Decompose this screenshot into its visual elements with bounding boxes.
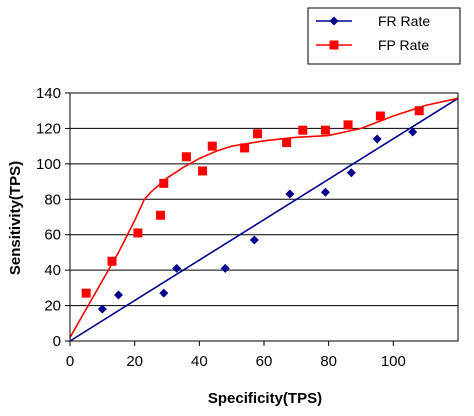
y-tick-label: 0 bbox=[53, 333, 61, 350]
fr-rate-legend-label: FR Rate bbox=[378, 13, 430, 29]
fp-rate-point bbox=[81, 288, 91, 298]
y-tick-label: 100 bbox=[36, 156, 61, 173]
fr-rate-trendline bbox=[69, 97, 459, 342]
x-tick-label: 100 bbox=[381, 353, 406, 370]
x-tick-label: 0 bbox=[66, 353, 74, 370]
fp-rate-point bbox=[207, 141, 217, 151]
fp-rate-trendline bbox=[69, 97, 459, 338]
fp-rate-point bbox=[282, 138, 292, 148]
trendlines bbox=[69, 97, 459, 342]
fr-rate-point bbox=[159, 288, 169, 298]
y-tick-label: 40 bbox=[44, 262, 61, 279]
fp-rate-legend-label: FP Rate bbox=[378, 37, 429, 53]
fr-rate-point bbox=[346, 168, 356, 178]
fr-rate-point bbox=[372, 134, 382, 144]
fr-rate-legend-marker bbox=[329, 16, 339, 26]
fp-rate-point bbox=[159, 178, 169, 188]
fp-rate-point bbox=[320, 125, 330, 135]
fp-rate-point bbox=[414, 106, 424, 116]
fr-rate-point bbox=[408, 127, 418, 137]
fp-rate-point bbox=[240, 143, 250, 153]
fp-rate-point bbox=[253, 129, 263, 139]
fr-rate-point bbox=[114, 290, 123, 300]
fp-rate-point bbox=[133, 228, 143, 238]
fr-rate-point bbox=[220, 263, 230, 273]
x-axis-title: Specificity(TPS) bbox=[208, 390, 322, 407]
y-tick-label: 20 bbox=[44, 298, 61, 315]
fr-rate-point bbox=[285, 189, 295, 199]
axes bbox=[65, 92, 459, 346]
fp-rate-point bbox=[156, 210, 166, 220]
fr-rate-point bbox=[172, 263, 182, 273]
tick-labels: 0 20 40 60 80 100 120 140 0 20 40 60 80 100 bbox=[36, 85, 406, 370]
gridlines bbox=[70, 92, 458, 307]
x-tick-label: 60 bbox=[256, 353, 273, 370]
fp-rate-legend-marker bbox=[329, 40, 339, 50]
fp-rate-point bbox=[298, 125, 308, 135]
y-axis-title: Sensitivity(TPS) bbox=[7, 161, 24, 275]
fr-rate-point bbox=[249, 235, 259, 245]
x-tick-label: 20 bbox=[126, 353, 143, 370]
fr-rate-point bbox=[97, 304, 107, 314]
legend: FR Rate FP Rate bbox=[307, 7, 461, 65]
x-tick-label: 40 bbox=[191, 353, 208, 370]
fr-rate-point bbox=[320, 187, 330, 197]
data-points bbox=[81, 106, 424, 314]
fp-rate-point bbox=[107, 256, 117, 266]
plot-area-border bbox=[69, 92, 459, 342]
y-tick-label: 80 bbox=[44, 191, 61, 208]
fp-rate-point bbox=[343, 120, 353, 130]
y-tick-label: 120 bbox=[36, 120, 61, 137]
fp-rate-point bbox=[375, 111, 385, 121]
fp-rate-point bbox=[181, 152, 191, 162]
fp-rate-point bbox=[198, 166, 208, 176]
y-tick-label: 140 bbox=[36, 85, 61, 102]
x-tick-label: 80 bbox=[320, 353, 337, 370]
y-tick-label: 60 bbox=[44, 227, 61, 244]
